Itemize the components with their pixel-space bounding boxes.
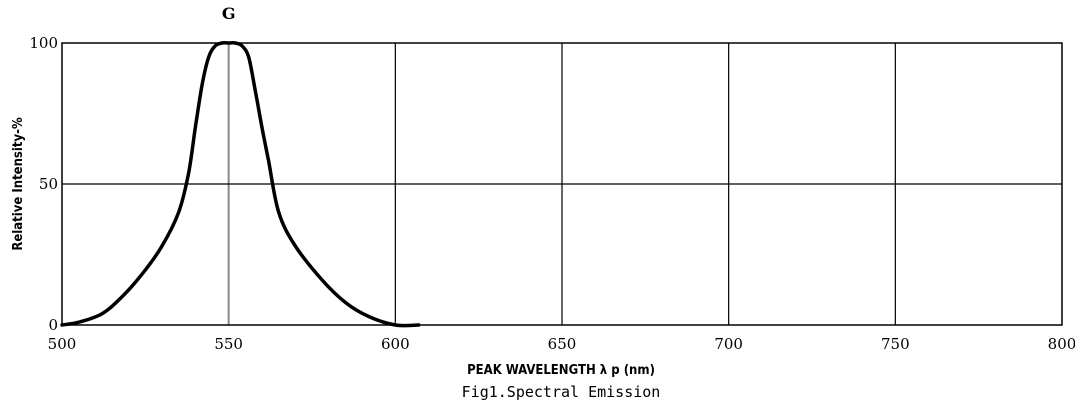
- x-tick-label: 550: [214, 335, 243, 353]
- x-tick-label: 800: [1048, 335, 1075, 353]
- x-tick-label: 700: [714, 335, 743, 353]
- y-tick-label: 100: [29, 34, 58, 52]
- figure-caption: Fig1.Spectral Emission: [462, 383, 661, 401]
- x-tick-label: 750: [881, 335, 910, 353]
- annotations: G: [222, 4, 236, 23]
- x-tick-label: 500: [48, 335, 77, 353]
- x-tick-label: 600: [381, 335, 410, 353]
- series-annotation-label: G: [222, 4, 236, 23]
- y-tick-label: 50: [39, 175, 58, 193]
- x-tick-label: 650: [548, 335, 577, 353]
- plot-frame: [61, 42, 1063, 326]
- y-tick-labels: 0 50 100: [29, 34, 58, 334]
- x-axis-label: PEAK WAVELENGTH λ p (nm): [467, 363, 655, 378]
- y-tick-label: 0: [48, 316, 58, 334]
- y-axis-label: Relative Intensity-%: [11, 117, 26, 251]
- x-tick-labels: 500 550 600 650 700 750 800: [48, 335, 1075, 353]
- grid-lines: [62, 43, 1062, 325]
